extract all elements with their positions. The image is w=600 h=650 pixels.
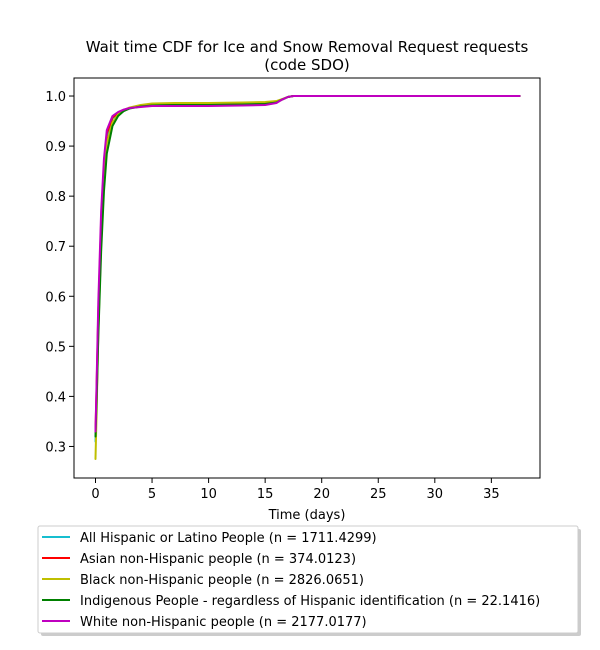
legend-box	[37, 525, 579, 634]
legend-label: Black non-Hispanic people (n = 2826.0651…	[80, 573, 364, 588]
plot-frame	[73, 77, 541, 479]
y-tick-label: 0.8	[45, 190, 66, 205]
x-tick-label: 30	[427, 487, 444, 502]
series-line-4	[94, 95, 521, 433]
y-tick-label: 0.7	[45, 240, 66, 255]
y-tick-label: 0.5	[45, 340, 66, 355]
y-tick-label: 0.6	[45, 290, 66, 305]
chart-subtitle: (code SDO)	[264, 56, 350, 74]
legend-label: Indigenous People - regardless of Hispan…	[80, 594, 540, 609]
y-tick-label: 1.0	[45, 90, 66, 105]
x-tick-label: 15	[257, 487, 274, 502]
plot-area	[74, 78, 540, 478]
y-tick-label: 0.3	[45, 440, 66, 455]
y-tick-label: 0.9	[45, 140, 66, 155]
series-layer	[94, 95, 521, 460]
x-tick-label: 0	[91, 487, 99, 502]
x-tick-label: 10	[200, 487, 217, 502]
legend-label: All Hispanic or Latino People (n = 1711.…	[80, 531, 377, 546]
x-tick-label: 35	[483, 487, 500, 502]
x-tick-label: 5	[148, 487, 156, 502]
x-axis-label: Time (days)	[268, 508, 346, 523]
y-tick-label: 0.4	[45, 390, 66, 405]
y-axis: 0.3 0.4 0.5 0.6 0.7 0.8 0.9 1.0	[45, 90, 74, 455]
x-tick-label: 20	[313, 487, 330, 502]
legend: All Hispanic or Latino People (n = 1711.…	[42, 531, 540, 630]
chart-title: Wait time CDF for Ice and Snow Removal R…	[86, 38, 529, 56]
legend-label: Asian non-Hispanic people (n = 374.0123)	[80, 552, 356, 567]
legend-label: White non-Hispanic people (n = 2177.0177…	[80, 615, 367, 630]
x-axis: 0 5 10 15 20 25 30 35	[91, 478, 500, 502]
x-tick-label: 25	[370, 487, 387, 502]
